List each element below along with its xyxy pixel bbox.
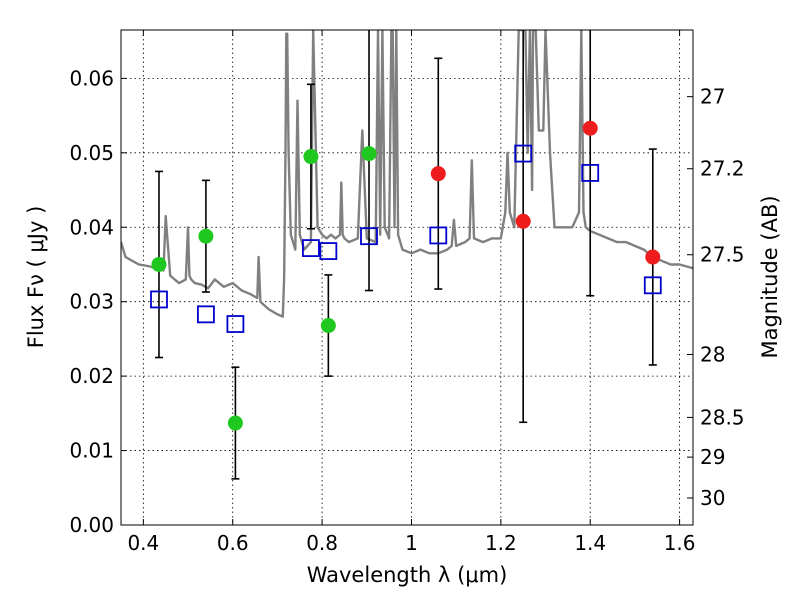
data-point <box>430 166 446 182</box>
y-tick-label: 0.03 <box>69 290 114 314</box>
y-axis-label: Flux Fν ( μJy ) <box>24 206 48 349</box>
model-square <box>150 290 168 309</box>
y-tick-label: 0.01 <box>69 439 114 463</box>
model-square <box>319 242 338 260</box>
model-square <box>302 239 320 257</box>
x-tick-label: 0.4 <box>127 531 159 555</box>
model-spectrum-line <box>121 30 693 318</box>
model-square <box>514 144 533 163</box>
y-tick-label: 0.05 <box>69 141 114 165</box>
model-square <box>226 315 245 333</box>
mag-tick-label: 27.2 <box>700 157 745 181</box>
data-point <box>320 318 336 334</box>
data-point <box>645 249 661 265</box>
y2-axis-label: Magnitude (AB) <box>758 195 782 358</box>
x-tick-label: 0.8 <box>306 531 338 555</box>
mag-tick-label: 27 <box>700 85 725 109</box>
marker-layer <box>150 120 662 431</box>
grid <box>121 30 693 526</box>
model-square <box>360 227 378 246</box>
x-tick-label: 0.6 <box>217 531 249 555</box>
mag-tick-label: 28.5 <box>700 405 745 429</box>
x-axis-label: Wavelength λ (μm) <box>307 563 508 587</box>
y-tick-label: 0.06 <box>69 66 114 90</box>
data-point <box>151 256 167 272</box>
mag-tick-label: 27.5 <box>700 243 745 267</box>
x-tick-label: 1.2 <box>485 531 517 555</box>
x-tick-label: 1.4 <box>574 531 606 555</box>
data-point <box>198 228 214 244</box>
data-point <box>582 120 598 136</box>
model-square <box>197 305 215 324</box>
plot-area <box>121 30 693 525</box>
y-tick-label: 0.00 <box>69 513 114 537</box>
model-square <box>429 226 448 245</box>
mag-tick-label: 28 <box>700 342 725 366</box>
data-point <box>227 415 243 431</box>
spectrum-layer <box>121 30 693 318</box>
model-square <box>643 276 662 295</box>
data-point <box>361 146 377 162</box>
y-tick-label: 0.04 <box>69 215 114 239</box>
y-tick-label: 0.02 <box>69 364 114 388</box>
x-tick-label: 1 <box>405 531 418 555</box>
model-square <box>581 164 600 182</box>
mag-tick-label: 29 <box>700 445 725 469</box>
data-point <box>515 213 531 229</box>
axis-ticks: 0.4 0.6 0.8 1 1.2 1.4 1.6 0.00 0.01 0.02 0.03 0.04 0… <box>69 30 745 555</box>
data-point <box>303 149 319 165</box>
plot-frame <box>120 29 694 526</box>
mag-tick-label: 30 <box>700 486 725 510</box>
x-tick-label: 1.6 <box>664 531 696 555</box>
